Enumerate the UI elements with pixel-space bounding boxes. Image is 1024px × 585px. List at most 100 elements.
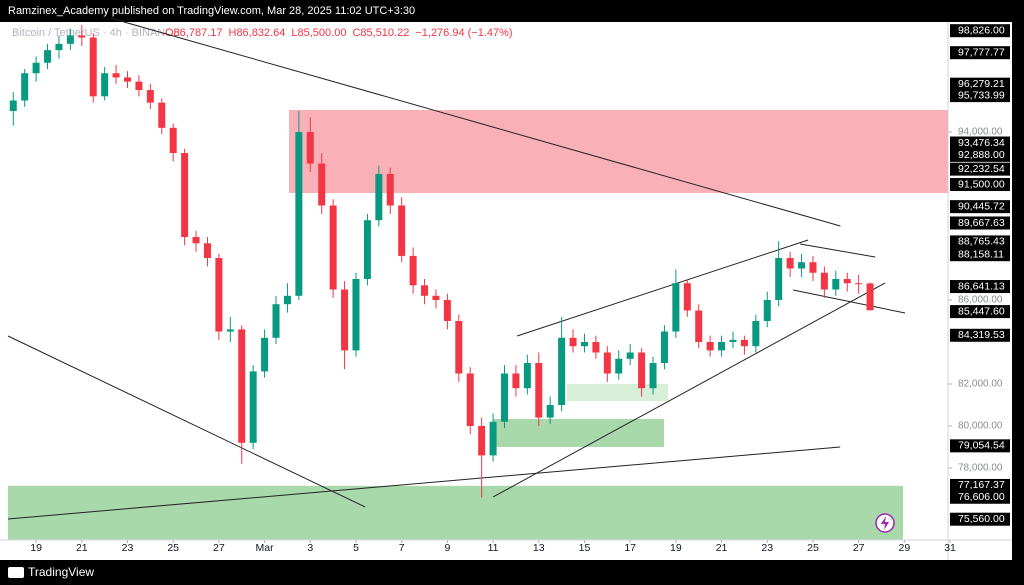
candle-body	[603, 352, 611, 374]
y-tick-label: 86,000.00	[958, 295, 1003, 306]
candle-body	[615, 358, 623, 374]
candle-body	[535, 362, 543, 418]
candle-body	[135, 81, 143, 91]
x-tick-label: 9	[444, 542, 450, 554]
legend-value: L85,500.00	[291, 27, 346, 39]
zones	[7, 109, 948, 540]
x-tick-label: 31	[944, 542, 956, 554]
x-tick-label: 15	[579, 542, 591, 554]
price-label-box	[950, 24, 1010, 38]
legend-value: −1,276.94 (−1.47%)	[415, 27, 512, 39]
candle-body	[683, 283, 691, 311]
candle-body	[215, 258, 223, 332]
candle-body	[363, 220, 371, 280]
price-label: 86,641.13	[958, 280, 1005, 292]
price-label-box	[950, 148, 1010, 162]
price-label: 88,765.43	[958, 236, 1005, 248]
price-label-box	[950, 77, 1010, 91]
candle-body	[112, 73, 120, 78]
candle-body	[478, 425, 486, 456]
candle-body	[626, 352, 634, 359]
plot-background	[0, 22, 1012, 560]
candle-body	[695, 310, 703, 342]
x-tick-label: 25	[807, 542, 819, 554]
alert-bolt	[881, 516, 889, 530]
price-label-box	[950, 136, 1010, 150]
candle-body	[352, 279, 360, 351]
candle-body	[649, 362, 657, 389]
x-tick-label: 21	[716, 542, 728, 554]
price-label: 89,667.63	[958, 217, 1005, 229]
candle-body	[44, 50, 52, 63]
candle-body	[763, 300, 771, 321]
logo	[8, 567, 24, 578]
y-tick-label: 82,000.00	[958, 379, 1003, 390]
candle-body	[238, 329, 246, 443]
zone	[289, 109, 948, 194]
price-label-box	[950, 305, 1010, 319]
x-tick-label: 23	[122, 542, 134, 554]
price-label: 79,054.54	[958, 440, 1005, 452]
price-label: 76,606.00	[958, 491, 1005, 503]
price-label: 98,826.00	[958, 24, 1005, 36]
candle-body	[672, 283, 680, 332]
zone	[493, 418, 664, 447]
x-tick-label: 27	[213, 542, 225, 554]
candle-body	[558, 337, 566, 405]
y-tick-label: 94,000.00	[958, 127, 1003, 138]
candle-body	[306, 132, 314, 164]
price-label: 92,232.54	[958, 163, 1005, 175]
price-label-box	[950, 46, 1010, 60]
trend-line	[7, 446, 841, 520]
candle-body	[752, 320, 760, 347]
candles	[9, 24, 874, 498]
candle-body	[283, 295, 291, 305]
candle-body	[203, 243, 211, 259]
trend-line	[792, 289, 906, 314]
trend-lines	[7, 17, 906, 520]
price-label: 92,888.00	[958, 149, 1005, 161]
candle-body	[55, 43, 63, 51]
candle-body	[580, 341, 588, 347]
candle-body	[489, 421, 497, 456]
x-tick-label: 19	[670, 542, 682, 554]
candle-body	[9, 100, 17, 112]
candle-body	[66, 35, 74, 44]
x-tick-label: 13	[533, 542, 545, 554]
price-label: 96,279.21	[958, 78, 1005, 90]
price-label-box	[950, 512, 1010, 526]
candle-body	[443, 300, 451, 321]
price-label: 84,319.53	[958, 329, 1005, 341]
candle-body	[523, 362, 531, 389]
price-label: 95,733.99	[958, 89, 1005, 101]
price-label-box	[950, 89, 1010, 103]
candle-body	[455, 320, 463, 374]
candle-body	[272, 304, 280, 338]
publisher: Ramzinex_Academy published on TradingVie…	[8, 5, 415, 17]
candle-body	[432, 295, 440, 301]
legend-value: H86,832.64	[229, 27, 286, 39]
candle-body	[729, 339, 737, 342]
axes: 78,000.00 80,000.00 82,000.00 86,000.00 94,0…	[30, 24, 1010, 554]
candle-body	[158, 102, 166, 128]
ohlc-legend: O86,787.17 H86,832.64 L85,500.00 C85,510.22…	[165, 27, 513, 39]
candle-body	[181, 153, 189, 238]
candle-body	[32, 62, 40, 74]
x-tick-label: 25	[167, 542, 179, 554]
price-label-box	[950, 162, 1010, 176]
trend-line	[516, 239, 809, 337]
candle-body	[638, 352, 646, 389]
trend-line	[492, 282, 886, 498]
candle-body	[226, 329, 234, 332]
candle-body	[375, 174, 383, 221]
symbol: Bitcoin / TetherUS · 4h · BINANCE	[12, 27, 181, 39]
candle-body	[192, 237, 200, 244]
candle-body	[740, 339, 748, 347]
price-label: 91,500.00	[958, 178, 1005, 190]
candle-body	[398, 205, 406, 256]
price-label-box	[950, 280, 1010, 294]
candle-body	[706, 341, 714, 351]
price-label: 88,158.11	[958, 248, 1004, 260]
x-tick-label: Mar	[256, 542, 275, 554]
price-label-box	[950, 439, 1010, 453]
